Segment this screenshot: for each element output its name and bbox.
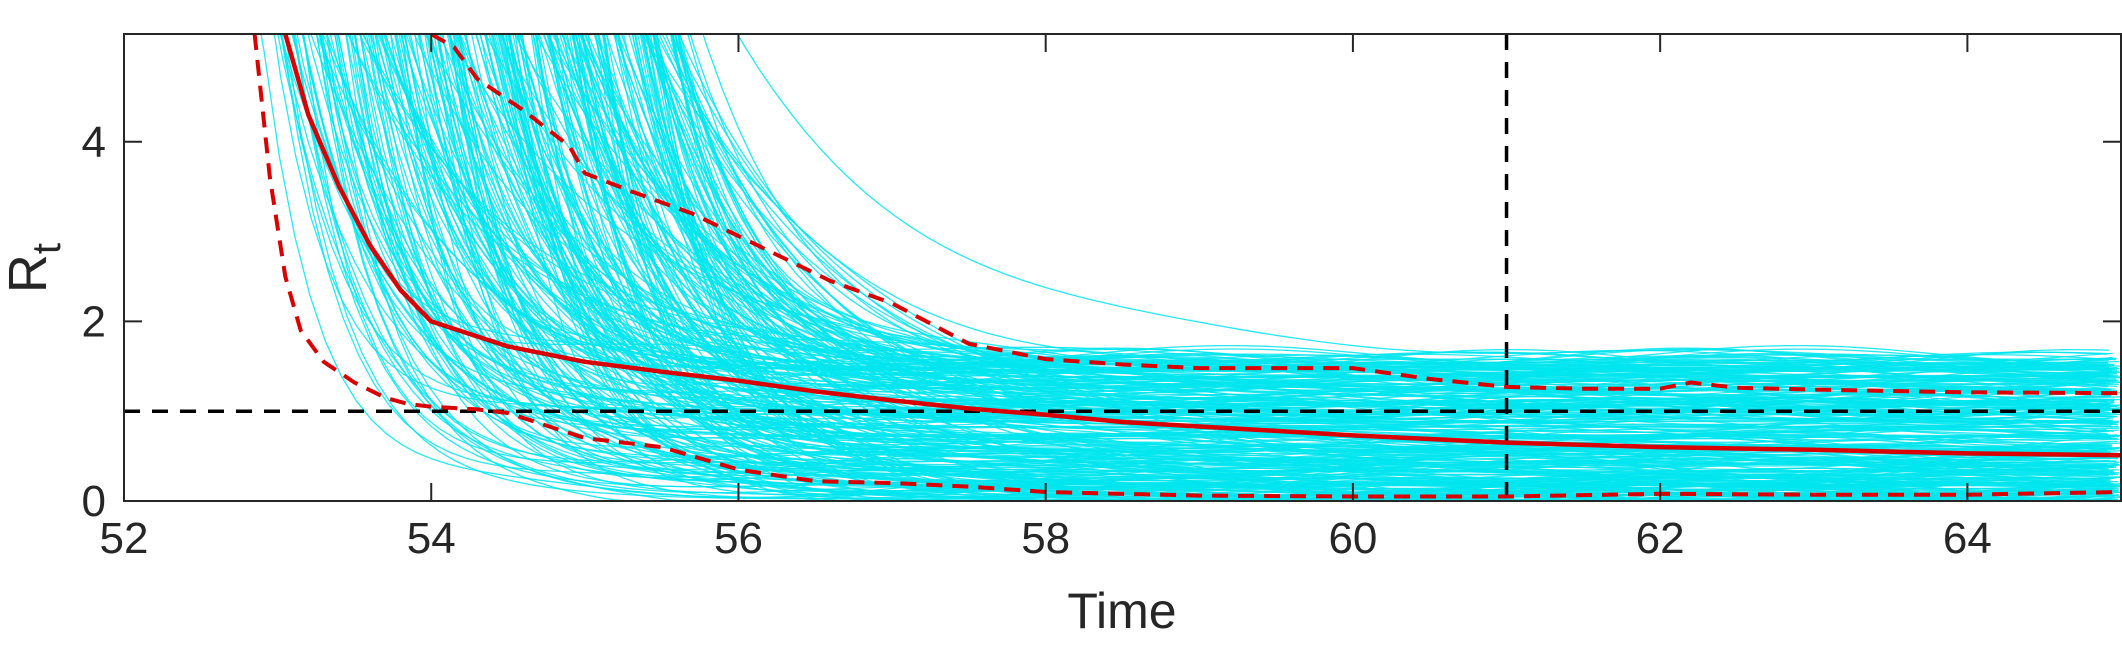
ensemble-trajectory	[488, 34, 2117, 494]
reference-lines	[124, 34, 2121, 501]
ensemble-trajectory	[617, 34, 2110, 447]
ensemble-trajectory	[401, 34, 2108, 482]
upper-bound-line	[430, 34, 2121, 396]
ensemble-trajectory	[448, 34, 2121, 501]
ensemble-trajectory	[433, 34, 2109, 480]
ensemble-trajectory	[571, 34, 2121, 487]
ensemble-trajectory	[574, 34, 2108, 466]
y-axis-ticks: 0 2 4	[82, 118, 2121, 526]
y-axis-label-subscript: t	[25, 243, 69, 254]
median-line	[283, 34, 2121, 458]
ensemble-trajectory	[478, 34, 2116, 420]
ensemble-trajectory	[633, 34, 2115, 370]
ensemble-trajectory	[615, 34, 2117, 501]
ensemble-trajectory	[535, 34, 2114, 439]
y-axis-label: Rt	[0, 243, 69, 293]
ensemble-trajectory	[293, 34, 2119, 496]
x-axis-ticks: 52 54 56 58 60 62 64	[100, 34, 1992, 563]
x-tick-label: 64	[1943, 514, 1992, 563]
summary-series	[252, 34, 2121, 499]
ensemble-trajectory	[566, 34, 2110, 405]
ensemble-trajectory	[449, 34, 2117, 372]
x-tick-label: 56	[714, 514, 763, 563]
ensemble-trajectory	[414, 34, 2118, 477]
ensemble-trajectory	[370, 34, 2108, 480]
ensemble-trajectory	[577, 34, 2121, 381]
y-tick-label: 4	[82, 118, 106, 167]
ensemble-trajectory	[673, 34, 2115, 406]
ensemble-trajectory	[679, 34, 2114, 417]
ensemble-trajectory	[669, 34, 2121, 368]
svg-text:Rt: Rt	[0, 243, 69, 293]
ensemble-trajectory	[677, 34, 2109, 362]
ensemble-trajectory	[580, 34, 2109, 500]
x-axis-label: Time	[1067, 583, 1176, 639]
ensemble-trajectory	[396, 34, 2113, 376]
y-tick-label: 2	[82, 297, 106, 346]
x-tick-label: 52	[100, 514, 149, 563]
x-tick-label: 62	[1636, 514, 1685, 563]
ensemble-trajectory	[642, 34, 2111, 460]
ensemble-trajectory	[736, 34, 2112, 362]
ensemble-trajectory	[538, 34, 2107, 436]
x-tick-label: 54	[407, 514, 456, 563]
ensemble-trajectory	[618, 34, 2115, 380]
ensemble-trajectory	[516, 34, 2118, 456]
ensemble-trajectory	[628, 34, 2112, 369]
axes-box	[123, 33, 2122, 502]
y-tick-label: 0	[82, 477, 106, 526]
ensemble-trajectory	[671, 34, 2119, 423]
ensemble-trajectory	[534, 34, 2116, 403]
ensemble-trajectory	[475, 34, 2112, 407]
y-axis-label-main: R	[0, 254, 58, 293]
ensemble-trajectory	[521, 34, 2121, 501]
ensemble-trajectory	[555, 34, 2120, 472]
ensemble-trajectory	[452, 34, 2118, 371]
ensemble-trajectory	[464, 34, 2110, 480]
lower-bound-line	[252, 34, 2121, 499]
ensemble-trajectory	[505, 34, 2111, 409]
ensemble-trajectory	[320, 34, 2121, 416]
ensemble-trajectory	[597, 34, 2116, 440]
ensemble-trajectory	[639, 34, 2112, 395]
x-tick-label: 60	[1328, 514, 1377, 563]
ensemble-trajectory	[454, 34, 2110, 475]
ensemble-trajectory	[517, 34, 2109, 364]
x-tick-label: 58	[1021, 514, 1070, 563]
